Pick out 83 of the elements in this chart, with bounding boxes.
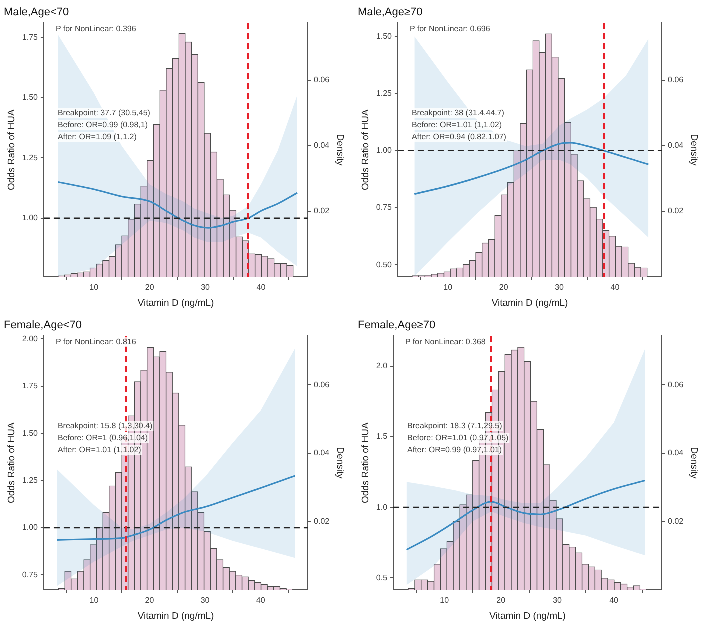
line-series (58, 181, 298, 229)
annotation: After: OR=1.01 (1,1.02) (58, 446, 142, 455)
y-tick-label: 1.75 (22, 382, 39, 391)
annotation: P for NonLinear: 0.368 (406, 337, 486, 346)
y2-axis-title: Density (688, 447, 700, 480)
x-tick-label: 30 (200, 596, 210, 606)
x-axis-title: Vitamin D (ng/mL) (490, 610, 566, 622)
annotation: Breakpoint: 38 (31.4,44.7) (412, 108, 505, 118)
y-tick-label: 0.50 (376, 260, 393, 270)
y2-tick-label: 0.04 (314, 448, 330, 458)
y-tick-label: 1.00 (22, 523, 39, 532)
chart-title: Male,Age<70 (4, 6, 70, 19)
x-axis-title: Vitamin D (ng/mL) (492, 298, 568, 309)
y-tick-label: 2.0 (376, 362, 388, 371)
x-tick-label: 40 (256, 596, 266, 606)
annotation: P for NonLinear: 0.696 (410, 24, 491, 34)
y2-tick-label: 0.04 (668, 141, 684, 150)
annotation: After: OR=1.09 (1,1.2) (58, 132, 138, 142)
y-tick-label: 1.25 (376, 88, 393, 98)
x-axis-title: Vitamin D (ng/mL) (138, 610, 214, 622)
y-tick-label: 1.0 (376, 502, 388, 512)
y2-tick-label: 0.02 (668, 206, 684, 216)
annotation: Breakpoint: 37.7 (30.5,45) (58, 108, 151, 118)
x-tick-label: 40 (610, 596, 620, 606)
annotation: Before: OR=1.01 (0.97,1.05) (408, 434, 510, 443)
x-axis-title: Vitamin D (ng/mL) (138, 298, 214, 309)
x-tick-label: 30 (201, 283, 211, 292)
annotation: Breakpoint: 15.8 (1.3,30.4) (58, 422, 154, 431)
x-tick-label: 10 (440, 596, 450, 606)
annotation: Before: OR=1.01 (1,1.02) (412, 120, 502, 130)
x-tick-label: 40 (256, 283, 266, 292)
y-tick-label: 1.00 (22, 214, 39, 223)
y2-tick-label: 0.04 (668, 448, 684, 458)
y-axis-title: Odds Ratio of HUA (6, 422, 18, 504)
x-tick-label: 40 (610, 283, 620, 292)
chart-title: Female,Age≥70 (358, 320, 436, 332)
y2-tick-label: 0.06 (314, 380, 330, 390)
y2-tick-label: 0.02 (668, 516, 684, 526)
annotation: Before: OR=1 (0.96,1.04) (58, 434, 148, 443)
line-series (56, 475, 296, 541)
y-tick-label: 2.00 (22, 334, 39, 344)
y-axis-title: Odds Ratio of HUA (6, 109, 18, 190)
y-tick-label: 1.50 (22, 93, 39, 102)
y-axis-title: Odds Ratio of HUA (360, 109, 372, 190)
y-tick-label: 0.5 (376, 573, 388, 582)
line-series (414, 142, 650, 196)
y-tick-label: 1.25 (22, 476, 39, 485)
y-axis-title: Odds Ratio of HUA (360, 422, 372, 504)
annotation: After: OR=0.94 (0.82,1.07) (412, 132, 507, 142)
y2-tick-label: 0.06 (314, 76, 330, 85)
x-tick-label: 30 (553, 596, 563, 606)
y2-axis-title: Density (334, 447, 346, 480)
x-tick-label: 10 (90, 283, 100, 292)
y-tick-label: 1.5 (376, 432, 388, 442)
annotation: P for NonLinear: 0.816 (56, 337, 137, 346)
y2-tick-label: 0.06 (668, 380, 684, 390)
x-tick-label: 20 (496, 596, 506, 606)
y2-tick-label: 0.02 (314, 516, 330, 526)
y2-tick-label: 0.02 (314, 206, 330, 216)
y2-tick-label: 0.06 (668, 75, 684, 84)
annotation: After: OR=0.99 (0.97,1.01) (408, 446, 502, 455)
y-tick-label: 1.25 (22, 153, 39, 162)
y-tick-label: 0.75 (376, 203, 393, 212)
y2-axis-title: Density (334, 134, 346, 166)
line-series (406, 480, 646, 551)
chart-title: Male,Age≥70 (358, 6, 423, 19)
y-tick-label: 1.75 (22, 32, 39, 42)
annotation: Before: OR=0.99 (0.98,1) (58, 120, 148, 130)
y2-tick-label: 0.04 (314, 141, 330, 150)
x-tick-label: 20 (145, 283, 155, 292)
x-tick-label: 20 (499, 283, 509, 292)
y-tick-label: 1.50 (22, 428, 39, 438)
x-tick-label: 10 (444, 283, 454, 292)
x-tick-label: 30 (555, 283, 565, 292)
chart-title: Female,Age<70 (4, 320, 82, 332)
y-tick-label: 1.50 (376, 32, 393, 41)
y-tick-label: 0.75 (22, 570, 39, 580)
annotation: Breakpoint: 18.3 (7.1,29.5) (408, 422, 503, 431)
x-tick-label: 10 (90, 596, 100, 606)
x-tick-label: 20 (145, 596, 155, 606)
y2-axis-title: Density (688, 134, 700, 166)
annotation: P for NonLinear: 0.396 (56, 24, 137, 34)
y-tick-label: 1.00 (376, 146, 393, 156)
